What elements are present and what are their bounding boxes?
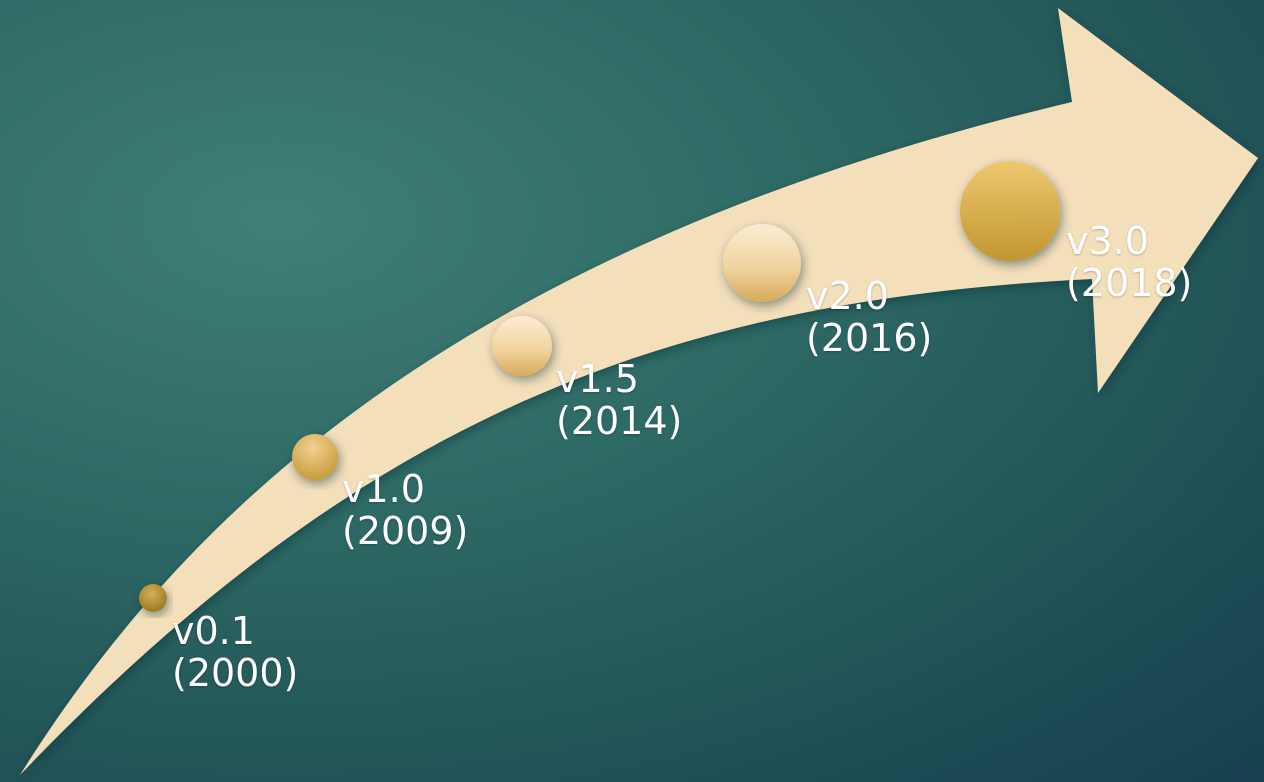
milestone-year: (2000): [172, 651, 299, 695]
milestone-v1-0-icon: [292, 434, 338, 480]
milestone-version: v1.5: [556, 357, 639, 401]
milestone-v3-0-icon: [960, 161, 1060, 261]
milestone-label-v1-5: v1.5 (2014): [556, 358, 682, 442]
milestone-v0-1-icon: [139, 584, 167, 612]
milestone-v2-0-icon: [723, 224, 801, 302]
milestone-year: (2014): [556, 399, 683, 443]
milestone-version: v0.1: [172, 609, 255, 653]
milestone-version: v1.0: [342, 467, 425, 511]
milestone-version: v2.0: [806, 274, 889, 318]
milestone-year: (2016): [806, 316, 933, 360]
growth-arrow: [20, 8, 1258, 775]
milestone-year: (2018): [1066, 261, 1193, 305]
milestone-year: (2009): [342, 509, 469, 553]
milestone-v1-5-icon: [492, 316, 552, 376]
milestone-label-v0-1: v0.1 (2000): [172, 610, 298, 694]
milestone-label-v1-0: v1.0 (2009): [342, 468, 468, 552]
milestone-version: v3.0: [1066, 219, 1149, 263]
milestone-label-v2-0: v2.0 (2016): [806, 275, 932, 359]
milestone-label-v3-0: v3.0 (2018): [1066, 220, 1192, 304]
